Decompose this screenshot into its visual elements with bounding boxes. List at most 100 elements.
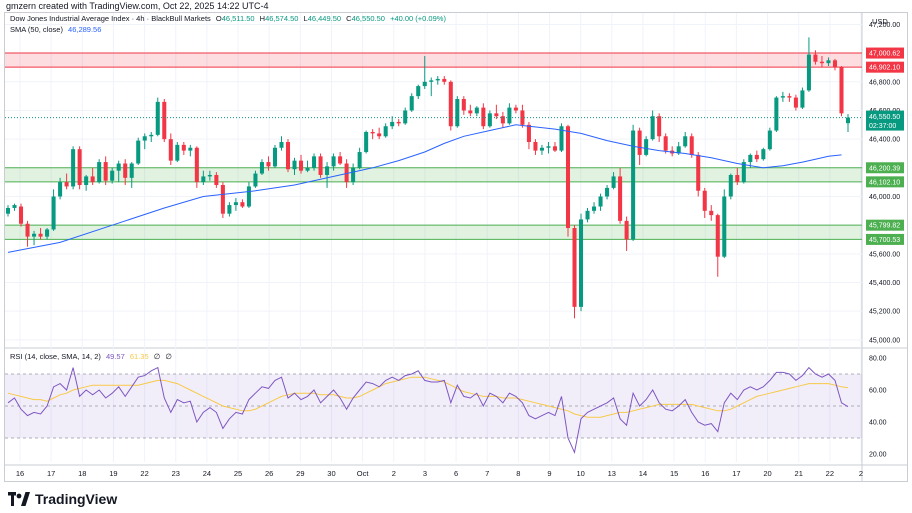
price-level-badge-label: 45,700.53 [869,237,900,244]
time-tick-label: 14 [639,469,647,478]
time-tick-label: 10 [576,469,584,478]
candle-body [214,174,219,186]
rsi-ma-line [7,376,849,418]
candle-body [709,210,714,216]
candle-layer [5,37,862,319]
candle-body [611,176,616,188]
candle-body [279,142,284,148]
candle-body [396,121,401,124]
candle-body [839,67,844,114]
candle-body [539,147,544,151]
candle-body [559,126,564,151]
candle-body [676,146,681,154]
candle-body [338,156,343,164]
price-level-badge [866,61,904,73]
rsi-value: 49.57 [105,352,125,361]
time-tick-label: 2 [859,469,863,478]
time-tick-label: 25 [234,469,242,478]
candle-body [448,81,453,127]
candle-body [370,131,375,134]
candle-body [168,139,173,161]
candle-body [25,223,30,237]
time-tick-label: 30 [327,469,335,478]
price-tick-label: 46,400.00 [869,137,900,144]
candle-body [435,78,440,81]
candle-body [650,116,655,140]
candle-body [90,176,95,183]
sma-legend: SMA (50, close) 46,289.56 [10,25,104,34]
zone-layer [5,52,862,240]
sma-value: 46,289.56 [68,25,102,34]
candle-body [38,233,43,237]
tradingview-logo[interactable]: TradingView [8,491,117,507]
candle-body [565,126,571,229]
candle-body [780,96,785,98]
candle-body [572,228,577,307]
candle-body [64,182,69,187]
candle-body [194,147,199,183]
candle-body [845,117,851,124]
candle-body [32,233,37,237]
price-level-badge [866,219,904,231]
candle-body [663,136,668,151]
candle-body [585,210,590,220]
candle-body [110,170,115,181]
candle-body [526,124,531,143]
countdown-label: 02:37:00 [869,123,896,130]
candle-body [390,121,395,127]
candle-body [181,144,186,151]
candle-body [19,206,24,224]
price-tick-label: 45,200.00 [869,309,900,316]
candle-body [741,162,746,183]
candle-body [813,54,818,62]
tradingview-logo-text: TradingView [35,491,118,507]
time-tick-label: 22 [140,469,148,478]
time-tick-label: 2 [392,469,396,478]
candle-body [227,205,232,214]
chart-frame [4,12,908,482]
candle-body [331,156,336,167]
time-tick-label: 18 [78,469,86,478]
candle-body [618,176,623,221]
candle-body [793,97,798,108]
candle-body [500,116,505,124]
candle-body [253,173,258,187]
candle-body [605,187,610,197]
candle-body [325,166,330,175]
candle-body [155,101,160,135]
high-value: 46,574.50 [265,14,299,23]
candle-body [403,110,408,124]
candle-body [188,147,193,151]
candle-body [442,78,447,82]
last-price-label: 46,550.50 [869,114,900,121]
candle-body [494,113,499,117]
high-label: H [259,14,266,23]
candle-body [474,107,479,114]
candle-body [715,215,720,257]
rsi-label: RSI (14, close, SMA, 14, 2) [10,352,101,361]
candle-body [728,174,733,197]
last-price-badge [866,110,904,131]
candle-body [644,139,649,155]
candle-body [285,142,291,170]
candle-body [754,154,759,160]
candle-body [162,101,167,140]
rsi-tick-label: 40.00 [869,420,887,427]
candle-body [748,154,753,163]
price-axis-currency: USD [872,17,888,26]
time-tick-label: 16 [701,469,709,478]
candle-body [5,207,11,214]
sma-line [7,124,842,253]
candle-body [233,202,238,206]
candle-body [461,99,466,111]
candle-body [299,160,304,171]
symbol-name: Dow Jones Industrial Average Index · 4h … [10,14,211,23]
rsi-line [7,366,849,455]
close-value: 46,550.50 [351,14,385,23]
candle-body [546,146,551,148]
price-tick-label: 47,200.00 [869,22,900,29]
candle-body [735,174,740,183]
candle-body [696,154,701,191]
time-tick-label: 7 [485,469,489,478]
